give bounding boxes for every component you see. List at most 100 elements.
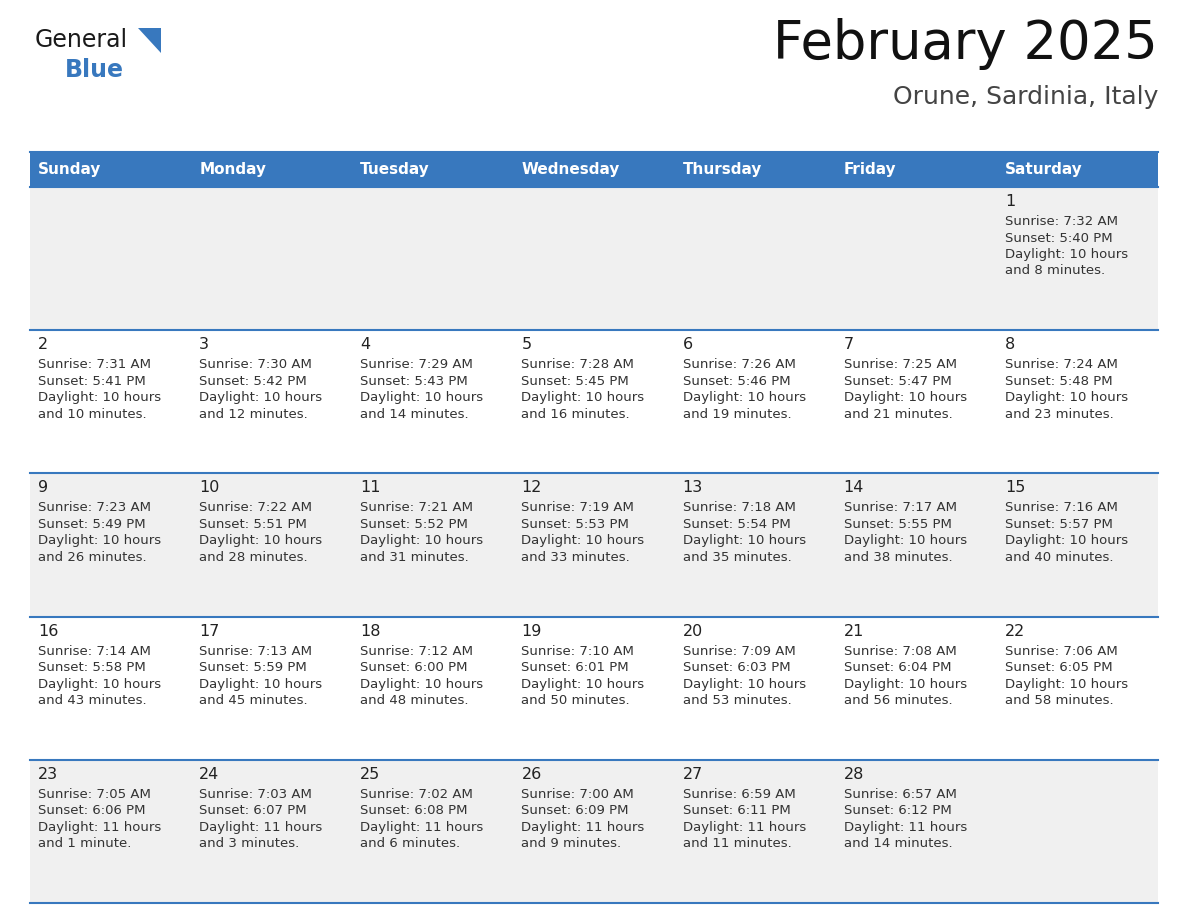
Text: Daylight: 10 hours: Daylight: 10 hours <box>1005 391 1127 404</box>
Text: Sunset: 5:52 PM: Sunset: 5:52 PM <box>360 518 468 531</box>
Text: Sunset: 5:53 PM: Sunset: 5:53 PM <box>522 518 630 531</box>
Bar <box>675 330 835 474</box>
Text: and 26 minutes.: and 26 minutes. <box>38 551 146 564</box>
Text: Sunrise: 7:09 AM: Sunrise: 7:09 AM <box>683 644 795 657</box>
Text: and 12 minutes.: and 12 minutes. <box>200 408 308 420</box>
Text: Sunset: 5:43 PM: Sunset: 5:43 PM <box>360 375 468 387</box>
Text: 26: 26 <box>522 767 542 782</box>
Bar <box>191 152 353 187</box>
Text: Sunset: 6:09 PM: Sunset: 6:09 PM <box>522 804 628 817</box>
Bar <box>30 330 191 474</box>
Text: Daylight: 10 hours: Daylight: 10 hours <box>683 391 805 404</box>
Text: Sunrise: 7:29 AM: Sunrise: 7:29 AM <box>360 358 473 371</box>
Text: and 40 minutes.: and 40 minutes. <box>1005 551 1113 564</box>
Text: 20: 20 <box>683 623 703 639</box>
Polygon shape <box>138 28 162 53</box>
Text: Daylight: 10 hours: Daylight: 10 hours <box>1005 534 1127 547</box>
Text: and 3 minutes.: and 3 minutes. <box>200 837 299 850</box>
Text: Sunset: 5:55 PM: Sunset: 5:55 PM <box>843 518 952 531</box>
Text: Blue: Blue <box>65 58 124 82</box>
Text: Friday: Friday <box>843 162 896 177</box>
Text: Daylight: 11 hours: Daylight: 11 hours <box>38 821 162 834</box>
Text: and 11 minutes.: and 11 minutes. <box>683 837 791 850</box>
Text: Sunset: 5:58 PM: Sunset: 5:58 PM <box>38 661 146 674</box>
Bar <box>513 760 675 903</box>
Text: 22: 22 <box>1005 623 1025 639</box>
Text: Sunrise: 7:17 AM: Sunrise: 7:17 AM <box>843 501 956 514</box>
Bar <box>675 152 835 187</box>
Text: Sunset: 6:08 PM: Sunset: 6:08 PM <box>360 804 468 817</box>
Text: Sunrise: 6:57 AM: Sunrise: 6:57 AM <box>843 788 956 800</box>
Bar <box>191 330 353 474</box>
Text: 28: 28 <box>843 767 864 782</box>
Text: and 19 minutes.: and 19 minutes. <box>683 408 791 420</box>
Text: and 35 minutes.: and 35 minutes. <box>683 551 791 564</box>
Text: Daylight: 10 hours: Daylight: 10 hours <box>200 534 322 547</box>
Text: 27: 27 <box>683 767 703 782</box>
Text: Wednesday: Wednesday <box>522 162 620 177</box>
Text: Sunset: 6:04 PM: Sunset: 6:04 PM <box>843 661 952 674</box>
Text: 6: 6 <box>683 337 693 353</box>
Text: Sunset: 6:00 PM: Sunset: 6:00 PM <box>360 661 468 674</box>
Bar <box>191 474 353 617</box>
Bar <box>353 330 513 474</box>
Text: Daylight: 11 hours: Daylight: 11 hours <box>360 821 484 834</box>
Bar <box>30 617 191 760</box>
Text: Sunset: 5:54 PM: Sunset: 5:54 PM <box>683 518 790 531</box>
Text: Sunday: Sunday <box>38 162 101 177</box>
Text: Daylight: 10 hours: Daylight: 10 hours <box>1005 677 1127 690</box>
Text: Sunset: 6:03 PM: Sunset: 6:03 PM <box>683 661 790 674</box>
Text: 13: 13 <box>683 480 703 496</box>
Text: February 2025: February 2025 <box>773 18 1158 70</box>
Text: 24: 24 <box>200 767 220 782</box>
Text: Sunset: 6:01 PM: Sunset: 6:01 PM <box>522 661 630 674</box>
Text: and 16 minutes.: and 16 minutes. <box>522 408 630 420</box>
Text: Daylight: 10 hours: Daylight: 10 hours <box>38 391 162 404</box>
Text: and 9 minutes.: and 9 minutes. <box>522 837 621 850</box>
Text: Sunrise: 7:05 AM: Sunrise: 7:05 AM <box>38 788 151 800</box>
Text: 8: 8 <box>1005 337 1015 353</box>
Bar <box>997 330 1158 474</box>
Text: and 21 minutes.: and 21 minutes. <box>843 408 953 420</box>
Text: and 33 minutes.: and 33 minutes. <box>522 551 630 564</box>
Text: 23: 23 <box>38 767 58 782</box>
Text: Daylight: 10 hours: Daylight: 10 hours <box>522 391 645 404</box>
Bar <box>353 474 513 617</box>
Text: Sunrise: 7:03 AM: Sunrise: 7:03 AM <box>200 788 312 800</box>
Text: 14: 14 <box>843 480 864 496</box>
Text: Sunrise: 7:12 AM: Sunrise: 7:12 AM <box>360 644 473 657</box>
Text: Sunrise: 7:24 AM: Sunrise: 7:24 AM <box>1005 358 1118 371</box>
Bar <box>191 187 353 330</box>
Text: Sunrise: 7:28 AM: Sunrise: 7:28 AM <box>522 358 634 371</box>
Text: Sunset: 5:47 PM: Sunset: 5:47 PM <box>843 375 952 387</box>
Text: 2: 2 <box>38 337 49 353</box>
Bar <box>513 330 675 474</box>
Bar <box>835 152 997 187</box>
Text: Sunrise: 7:08 AM: Sunrise: 7:08 AM <box>843 644 956 657</box>
Text: General: General <box>34 28 128 52</box>
Bar <box>675 760 835 903</box>
Bar <box>513 474 675 617</box>
Bar <box>191 617 353 760</box>
Text: Sunset: 6:06 PM: Sunset: 6:06 PM <box>38 804 145 817</box>
Text: Daylight: 10 hours: Daylight: 10 hours <box>843 677 967 690</box>
Text: Saturday: Saturday <box>1005 162 1082 177</box>
Text: 4: 4 <box>360 337 371 353</box>
Text: 10: 10 <box>200 480 220 496</box>
Text: Sunset: 6:07 PM: Sunset: 6:07 PM <box>200 804 307 817</box>
Text: Sunrise: 7:25 AM: Sunrise: 7:25 AM <box>843 358 956 371</box>
Text: 11: 11 <box>360 480 381 496</box>
Text: Sunrise: 7:00 AM: Sunrise: 7:00 AM <box>522 788 634 800</box>
Text: Sunset: 5:40 PM: Sunset: 5:40 PM <box>1005 231 1112 244</box>
Text: Daylight: 10 hours: Daylight: 10 hours <box>522 677 645 690</box>
Bar <box>997 617 1158 760</box>
Text: Daylight: 11 hours: Daylight: 11 hours <box>683 821 805 834</box>
Text: Sunset: 5:59 PM: Sunset: 5:59 PM <box>200 661 307 674</box>
Bar <box>997 187 1158 330</box>
Bar <box>191 760 353 903</box>
Text: 3: 3 <box>200 337 209 353</box>
Bar <box>835 760 997 903</box>
Bar <box>997 152 1158 187</box>
Text: Sunset: 5:48 PM: Sunset: 5:48 PM <box>1005 375 1112 387</box>
Text: and 23 minutes.: and 23 minutes. <box>1005 408 1113 420</box>
